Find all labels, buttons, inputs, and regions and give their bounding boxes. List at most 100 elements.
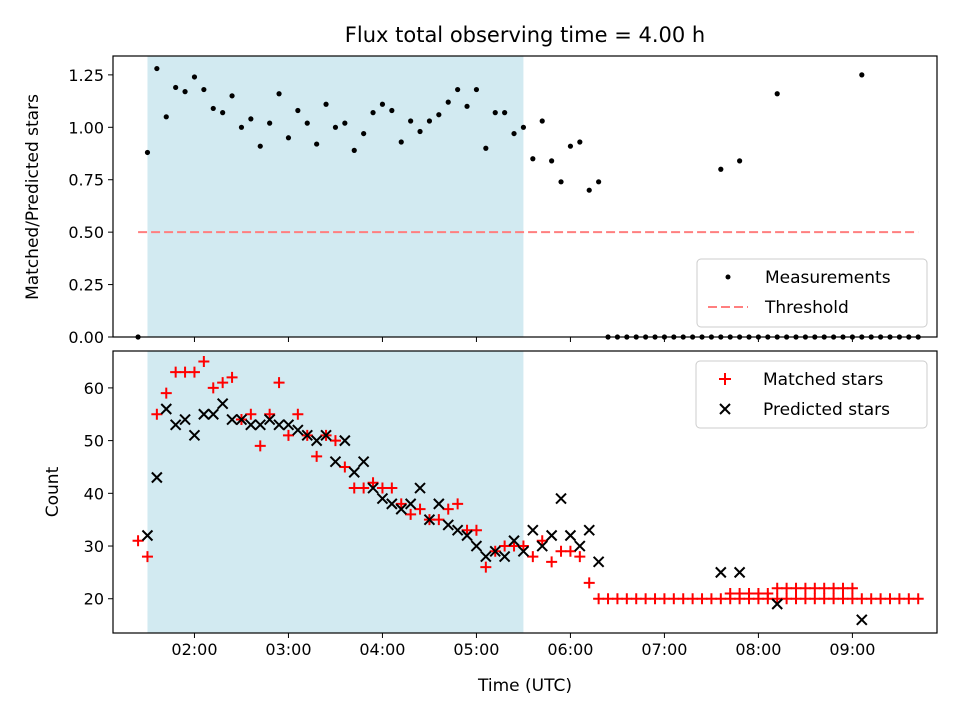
bottom-matched-stars-point-56: [658, 593, 670, 605]
top-measurements-point-37: [483, 145, 489, 151]
legend-matched-label: Matched stars: [763, 370, 883, 390]
bottom-matched-stars-point-7: [198, 356, 210, 368]
bottom-matched-stars-point-5: [179, 366, 191, 378]
top-measurements-point-17: [295, 107, 301, 114]
top-legend: Measurements Threshold: [696, 258, 928, 328]
top-measurements-point-5: [182, 89, 188, 95]
top-y-tick-label: 0.50: [68, 223, 104, 242]
legend-predicted-label: Predicted stars: [763, 400, 890, 420]
bottom-matched-stars-point-54: [640, 593, 652, 605]
bottom-matched-stars-point-62: [715, 593, 727, 605]
legend-threshold-label: Threshold: [764, 298, 849, 318]
bottom-predicted-stars-point-14: [273, 419, 285, 431]
top-measurements-point-42: [530, 156, 536, 162]
bottom-matched-stars-point-71: [799, 593, 811, 605]
bottom-matched-stars-point-40: [508, 540, 520, 552]
bottom-axes-frame: [112, 350, 938, 634]
top-measurements-point-32: [436, 112, 442, 118]
bottom-matched-stars-point-57: [668, 593, 680, 605]
top-measurements-point-19: [314, 141, 320, 147]
top-measurements-point-49: [596, 179, 602, 185]
legend-measurements-label: Measurements: [765, 268, 891, 288]
bottom-matched-stars-point-35: [461, 524, 473, 536]
legend-matched-marker: [719, 373, 731, 385]
bottom-matched-stars-point-47: [574, 551, 586, 563]
bottom-x-tick-label: 02:00: [171, 640, 217, 659]
bottom-x-tick-label: 08:00: [735, 640, 781, 659]
bottom-predicted-stars-point-38: [498, 550, 511, 563]
bottom-matched-stars-point-33: [442, 503, 454, 515]
bottom-predicted-stars-point-33: [451, 524, 464, 536]
legend-measurements-marker: [725, 274, 731, 280]
bottom-matched-stars-point-60: [696, 593, 708, 605]
bottom-matched-stars-point-91: [818, 582, 830, 594]
bottom-predicted-stars-point-48: [592, 556, 605, 568]
top-measurements-point-83: [774, 91, 780, 97]
bottom-matched-stars-point-24: [358, 482, 370, 494]
bottom-matched-stars-point-79: [875, 593, 887, 605]
bottom-y-tick-label: 60: [84, 379, 104, 398]
top-axes-frame: [112, 55, 938, 338]
top-measurements-point-82: [737, 158, 743, 164]
bottom-predicted-stars-point-13: [263, 413, 276, 426]
bottom-predicted-stars-point-47: [583, 524, 595, 536]
top-measurements-point-48: [586, 187, 592, 193]
bottom-predicted-stars-point-46: [574, 540, 586, 552]
bottom-matched-stars-point-78: [865, 593, 877, 605]
bottom-x-tick-label: 09:00: [829, 640, 875, 659]
top-measurements-point-81: [718, 166, 724, 172]
bottom-y-axis-label: Count: [43, 466, 63, 517]
bottom-matched-stars-point-15: [273, 377, 285, 389]
top-y-tick-label: 0.75: [68, 171, 104, 190]
bottom-matched-stars-point-51: [611, 593, 623, 605]
bottom-matched-stars-point-44: [546, 556, 558, 568]
bottom-matched-stars-point-27: [386, 482, 398, 494]
bottom-matched-stars-point-6: [188, 366, 200, 378]
bottom-matched-stars-point-81: [724, 587, 736, 599]
bottom-predicted-stars-point-4: [179, 413, 191, 426]
top-measurements-point-24: [361, 130, 367, 137]
bottom-matched-stars-point-28: [395, 498, 407, 510]
bottom-predicted-stars-point-40: [517, 545, 530, 558]
bottom-predicted-stars-point-51: [771, 598, 783, 610]
bottom-matched-stars-point-25: [367, 477, 379, 489]
bottom-predicted-stars-point-15: [282, 419, 295, 431]
top-measurements-point-41: [520, 124, 527, 130]
bottom-matched-stars-point-42: [527, 551, 539, 563]
bottom-matched-stars-point-37: [480, 561, 492, 573]
bottom-matched-stars-point-19: [311, 450, 323, 462]
bottom-matched-stars-point-13: [254, 440, 266, 452]
bottom-predicted-stars-point-50: [733, 566, 746, 579]
x-axis-label: Time (UTC): [477, 676, 572, 696]
top-y-tick-label: 0.00: [68, 328, 104, 347]
bottom-matched-stars-point-49: [593, 593, 605, 605]
bottom-predicted-stars-point-42: [536, 540, 548, 552]
top-measurements-point-22: [342, 120, 348, 126]
bottom-predicted-stars-point-16: [292, 424, 304, 436]
bottom-predicted-stars-point-30: [423, 513, 436, 526]
bottom-observing-span: [147, 351, 524, 633]
top-measurements-point-8: [210, 105, 216, 112]
bottom-legend: Matched stars Predicted stars: [695, 360, 928, 429]
top-measurements-point-40: [511, 130, 517, 137]
top-measurements-point-3: [163, 114, 169, 120]
top-subplot: 0.00 0.25 0.50 0.75 1.00 1.25: [68, 55, 938, 347]
bottom-matched-stars-point-45: [555, 545, 567, 557]
bottom-matched-stars-point-21: [329, 435, 341, 447]
top-measurements-point-16: [285, 135, 292, 141]
bottom-matched-stars-point-82: [734, 587, 746, 599]
bottom-predicted-stars-point-27: [395, 503, 407, 515]
top-measurements-point-33: [445, 99, 451, 105]
bottom-predicted-stars-point-3: [169, 419, 182, 431]
bottom-predicted-stars-point-36: [480, 550, 492, 563]
bottom-matched-stars-point-93: [837, 582, 849, 594]
bottom-matched-stars-point-10: [226, 371, 238, 383]
bottom-matched-stars-point-23: [348, 482, 360, 494]
bottom-matched-stars-point-90: [809, 582, 821, 594]
top-measurements-point-6: [191, 74, 198, 80]
bottom-matched-stars-point-32: [433, 514, 445, 526]
bottom-predicted-stars-point-2: [160, 403, 172, 415]
bottom-matched-stars-point-72: [809, 593, 821, 605]
bottom-matched-stars-point-34: [452, 498, 464, 510]
